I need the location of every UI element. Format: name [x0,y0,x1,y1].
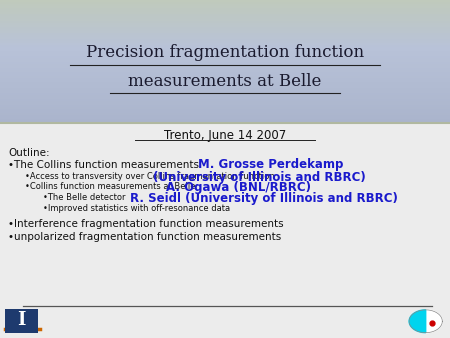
Bar [0,111,450,113]
Bar [0,62,450,64]
Bar [0,47,450,49]
Bar [0,115,450,117]
Bar [0,64,450,66]
Text: R. Seidl (University of Illinois and RBRC): R. Seidl (University of Illinois and RBR… [130,192,398,205]
Bar [0,19,450,21]
Text: Outline:: Outline: [8,148,50,158]
Bar [0,43,450,45]
Bar [0,12,450,15]
Bar [0,27,450,29]
Bar [0,31,450,33]
Text: •The Collins function measurements: •The Collins function measurements [8,160,199,170]
Text: •Access to transversity over Collins fragmentation function: •Access to transversity over Collins fra… [25,172,274,181]
Text: (University of Illinois and RBRC): (University of Illinois and RBRC) [153,171,366,184]
Text: •Collins function measurements at Belle: •Collins function measurements at Belle [25,182,195,191]
Bar [0,86,450,89]
Text: M. Grosse Perdekamp: M. Grosse Perdekamp [198,159,343,171]
Bar [0,4,450,6]
Text: •unpolarized fragmentation function measurements: •unpolarized fragmentation function meas… [8,232,281,242]
Bar [0,78,450,80]
Bar [0,39,450,41]
Bar [0,76,450,78]
Bar [0,82,450,84]
Bar [0,59,450,62]
Text: •Interference fragmentation function measurements: •Interference fragmentation function mea… [8,219,284,229]
Bar [0,2,450,4]
Bar [0,51,450,53]
Bar [0,35,450,37]
Text: I: I [17,311,26,329]
Bar [0,57,450,59]
Bar [0,119,450,121]
Bar [0,15,450,17]
Bar [0,37,450,39]
Text: •Improved statistics with off-resonance data: •Improved statistics with off-resonance … [43,204,230,213]
Bar [0,21,450,23]
Bar [0,70,450,72]
Polygon shape [409,310,426,333]
Bar [0,55,450,57]
Bar [0,33,450,35]
Bar [0,91,450,93]
Bar [0,89,450,91]
Bar [0,93,450,95]
Bar [0,49,450,51]
Bar [0,117,450,119]
Text: •The Belle detector: •The Belle detector [43,193,125,202]
Text: A. Ogawa (BNL/RBRC): A. Ogawa (BNL/RBRC) [166,181,311,194]
Text: Trento, June 14 2007: Trento, June 14 2007 [164,129,286,142]
Bar [0,23,450,25]
Bar [0,105,450,107]
Bar [0,103,450,105]
Bar [0,25,450,27]
Bar [0,6,450,8]
Bar [0,72,450,74]
Polygon shape [409,310,442,333]
Bar [0,107,450,109]
Bar [0,80,450,82]
Text: Precision fragmentation function: Precision fragmentation function [86,44,364,61]
Text: measurements at Belle: measurements at Belle [128,73,322,90]
Bar [0,113,450,115]
Bar [0,53,450,55]
Bar [0,109,450,111]
Bar [0,0,450,2]
Bar [0,97,450,99]
Bar [0,66,450,68]
Bar [0,41,450,43]
Bar [0,8,450,10]
Bar [0,95,450,97]
Bar [0,84,450,86]
Bar [0,45,450,47]
Bar [0,99,450,101]
Bar [0,10,450,12]
Bar [0,101,450,103]
Bar [0,17,450,19]
Bar [0,68,450,70]
Bar [0,121,450,123]
Bar [0,123,450,338]
Bar [0,74,450,76]
Bar [0,29,450,31]
